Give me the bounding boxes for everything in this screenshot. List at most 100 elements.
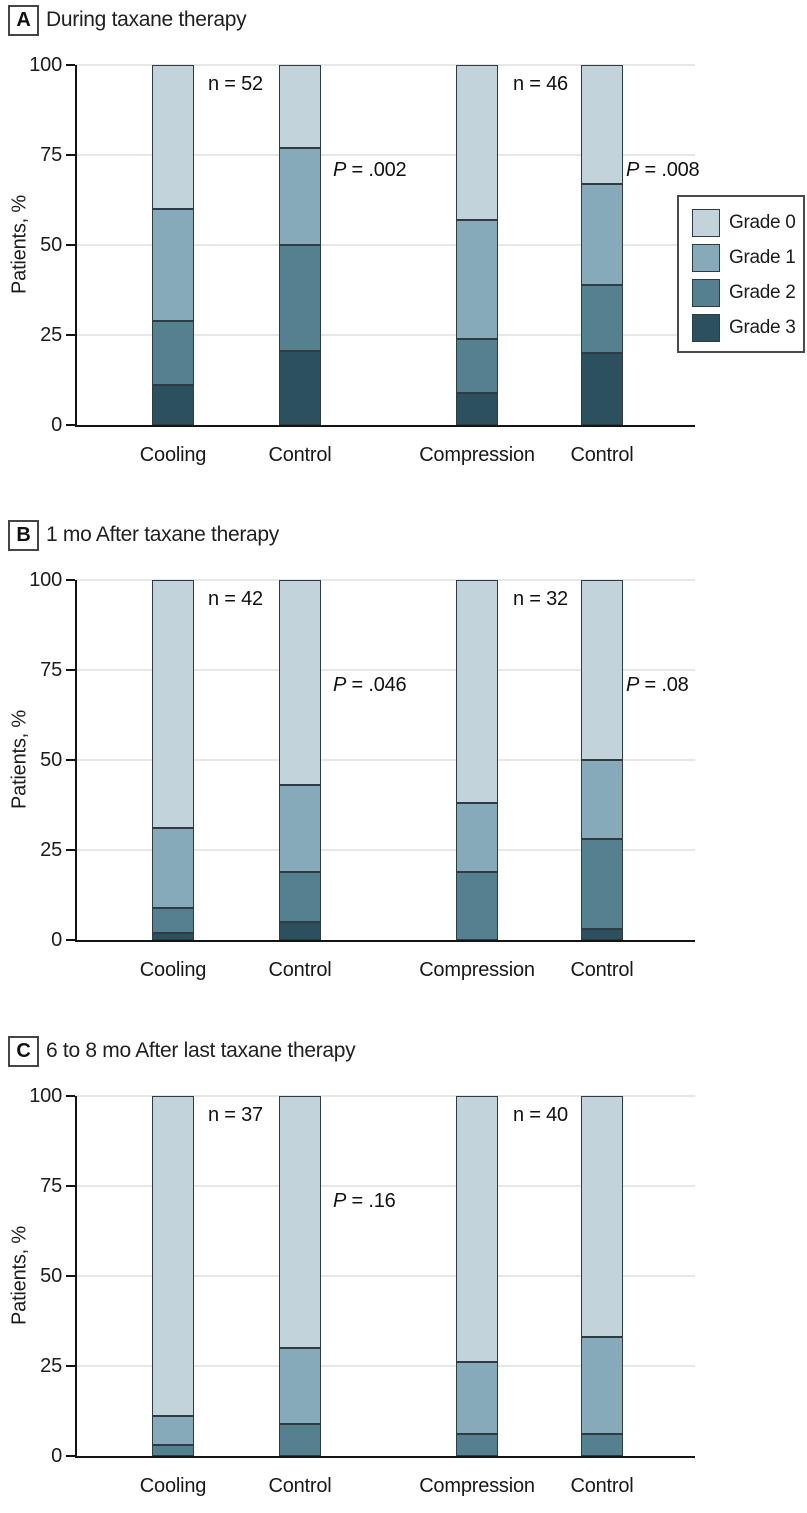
y-axis-line (75, 580, 77, 942)
y-tick-label-0: 0 (51, 414, 62, 436)
y-tick-label-100: 100 (29, 54, 62, 76)
p-italic: P (626, 674, 640, 696)
gridline-50 (75, 244, 695, 246)
y-tick-label-0: 0 (51, 929, 62, 951)
gridline-25 (75, 334, 695, 336)
annotation-p1: P = .002 (333, 159, 407, 181)
bar-cooling-0-segment-grade3 (152, 932, 194, 940)
y-tick-label-75: 75 (40, 144, 62, 166)
legend-item-grade3: Grade 3 (679, 314, 803, 342)
bar-control-1-segment-grade2 (279, 1423, 321, 1456)
annotation-p1: P = .046 (333, 674, 407, 696)
bar-cooling-0-segment-grade1 (152, 1416, 194, 1446)
panel-a-title: During taxane therapy (46, 8, 247, 31)
bar-compression-2-segment-grade1 (456, 803, 498, 872)
panel-b-title: 1 mo After taxane therapy (46, 523, 279, 546)
x-label-control-3: Control (570, 1475, 634, 1497)
x-axis-line (75, 425, 695, 427)
x-label-control-1: Control (268, 959, 332, 981)
bar-control-3-segment-grade1 (581, 1337, 623, 1435)
legend-label-grade3: Grade 3 (729, 317, 796, 338)
legend-swatch-grade0 (692, 209, 720, 237)
legend-swatch-grade1 (692, 244, 720, 272)
legend-label-grade2: Grade 2 (729, 282, 796, 303)
bar-control-3-segment-grade3 (581, 929, 623, 940)
bar-control-3-segment-grade2 (581, 1434, 623, 1456)
legend-label-grade0: Grade 0 (729, 212, 796, 233)
x-label-cooling-0: Cooling (139, 1475, 207, 1497)
gridline-75 (75, 154, 695, 156)
y-tick-label-75: 75 (40, 1175, 62, 1197)
bar-control-1-segment-grade0 (279, 580, 321, 786)
x-label-cooling-0: Cooling (139, 444, 207, 466)
gridline-75 (75, 1185, 695, 1187)
annotation-n1: n = 42 (208, 588, 263, 610)
bar-compression-2-segment-grade1 (456, 219, 498, 339)
panel-b-plot: 0 25 50 75 100 Cooling Control Compression Contr… (0, 515, 807, 1031)
annotation-n2: n = 46 (513, 73, 568, 95)
bar-control-1-segment-grade0 (279, 1096, 321, 1348)
bar-cooling-0-segment-grade0 (152, 580, 194, 829)
y-tick-50 (66, 1275, 75, 1277)
bar-cooling-0-segment-grade0 (152, 65, 194, 209)
annotation-p2: P = .008 (626, 159, 700, 181)
y-tick-75 (66, 1185, 75, 1187)
y-axis-title: Patients, % (8, 195, 31, 294)
y-tick-label-50: 50 (40, 749, 62, 771)
gridline-50 (75, 759, 695, 761)
y-tick-label-25: 25 (40, 839, 62, 861)
legend-label-grade1: Grade 1 (729, 247, 796, 268)
y-tick-100 (66, 1095, 75, 1097)
x-label-control-1: Control (268, 444, 332, 466)
x-axis-line (75, 940, 695, 942)
bar-cooling-0-segment-grade2 (152, 320, 194, 386)
bar-compression-2-segment-grade0 (456, 1096, 498, 1363)
annotation-p2: P = .08 (626, 674, 689, 696)
bar-control-3-segment-grade0 (581, 580, 623, 760)
x-axis-line (75, 1456, 695, 1458)
annotation-n1: n = 37 (208, 1104, 263, 1126)
bar-cooling-0-segment-grade3 (152, 385, 194, 425)
bar-control-3-segment-grade2 (581, 284, 623, 353)
y-tick-0 (66, 939, 75, 941)
bar-cooling-0-segment-grade2 (152, 907, 194, 933)
legend-item-grade0: Grade 0 (679, 209, 803, 237)
x-label-control-3: Control (570, 444, 634, 466)
gridline-100 (75, 579, 695, 581)
bar-control-1-segment-grade1 (279, 785, 321, 872)
bar-control-3-segment-grade0 (581, 65, 623, 184)
y-tick-100 (66, 579, 75, 581)
x-label-compression-2: Compression (419, 959, 535, 981)
y-tick-100 (66, 64, 75, 66)
p-italic: P (333, 159, 347, 181)
bar-control-3-segment-grade3 (581, 353, 623, 425)
bar-control-3-segment-grade2 (581, 839, 623, 930)
gridline-100 (75, 64, 695, 66)
panel-b-letter: B (8, 520, 39, 551)
bar-compression-2-segment-grade2 (456, 338, 498, 393)
bar-control-1-segment-grade3 (279, 922, 321, 940)
annotation-n2: n = 40 (513, 1104, 568, 1126)
y-axis-line (75, 1096, 77, 1458)
bar-control-1-segment-grade2 (279, 871, 321, 922)
y-tick-label-25: 25 (40, 1355, 62, 1377)
panel-a-letter: A (8, 5, 39, 36)
bar-compression-2-segment-grade3 (456, 392, 498, 425)
y-tick-label-50: 50 (40, 234, 62, 256)
y-tick-label-50: 50 (40, 1265, 62, 1287)
bar-control-1-segment-grade2 (279, 245, 321, 352)
p-italic: P (626, 159, 640, 181)
bar-cooling-0-segment-grade1 (152, 828, 194, 908)
panel-c-plot: 0 25 50 75 100 Cooling Control Compression Contr… (0, 1031, 807, 1513)
gridline-100 (75, 1095, 695, 1097)
y-tick-0 (66, 424, 75, 426)
y-tick-75 (66, 669, 75, 671)
panel-a-plot: 0 25 50 75 100 Cooling Control Compression Contr… (0, 0, 807, 515)
y-axis-title: Patients, % (8, 710, 31, 809)
x-label-compression-2: Compression (419, 1475, 535, 1497)
legend: Grade 0 Grade 1 Grade 2 Grade 3 (677, 195, 805, 353)
bar-compression-2-segment-grade2 (456, 871, 498, 940)
y-axis-title: Patients, % (8, 1226, 31, 1325)
y-tick-50 (66, 244, 75, 246)
y-tick-75 (66, 154, 75, 156)
